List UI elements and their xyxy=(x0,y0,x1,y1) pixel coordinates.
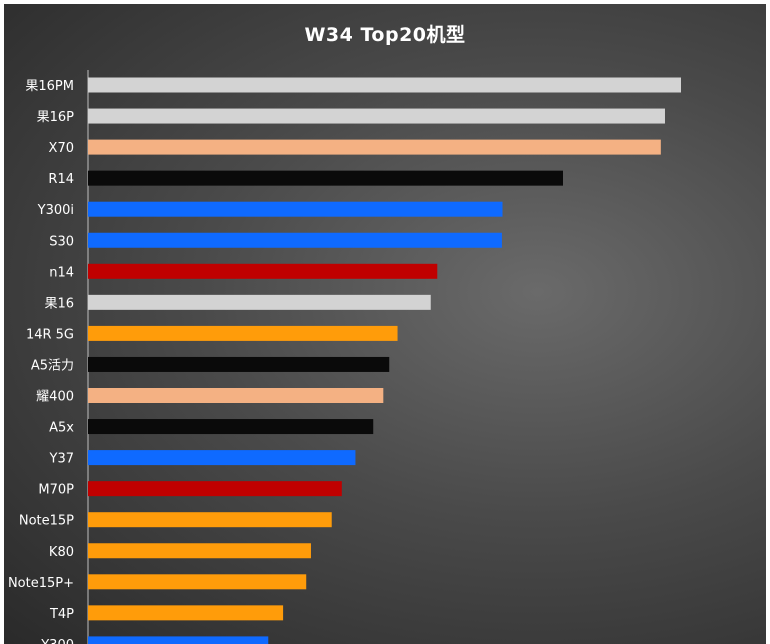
category-label-12: A5x xyxy=(49,421,74,436)
category-label-13: Y37 xyxy=(49,452,74,467)
bar-11 xyxy=(88,388,383,403)
bar-10 xyxy=(88,357,389,372)
category-label-18: T4P xyxy=(49,607,74,622)
category-label-10: A5活力 xyxy=(31,358,74,373)
category-label-9: 14R 5G xyxy=(26,327,74,342)
bar-9 xyxy=(88,326,398,341)
bar-chart: 果16PM 果16P X70 R14 Y300i S30 n14 果16 14R 5G A5活力耀… xyxy=(4,4,766,644)
category-label-4: R14 xyxy=(48,172,74,187)
category-label-16: K80 xyxy=(49,545,74,560)
category-label-11: 耀400 xyxy=(36,390,74,405)
bar-15 xyxy=(88,512,332,527)
bar-4 xyxy=(88,171,563,186)
bar-6 xyxy=(88,233,502,248)
bar-5 xyxy=(88,202,503,217)
bar-14 xyxy=(88,481,342,496)
category-label-6: S30 xyxy=(49,234,74,249)
bar-18 xyxy=(88,605,283,620)
category-label-7: n14 xyxy=(49,265,74,280)
category-label-14: M70P xyxy=(38,483,74,498)
bar-17 xyxy=(88,574,306,589)
bar-13 xyxy=(88,450,355,465)
category-label-3: X70 xyxy=(49,141,74,156)
bar-7 xyxy=(88,264,437,279)
category-label-15: Note15P xyxy=(19,514,74,529)
bars-group xyxy=(88,78,681,644)
category-label-17: Note15P+ xyxy=(8,576,74,591)
category-label-5: Y300i xyxy=(37,203,74,218)
bar-2 xyxy=(88,109,665,124)
category-label-1: 果16PM xyxy=(25,79,74,94)
bar-1 xyxy=(88,78,681,93)
category-labels-group: 果16PM 果16P X70 R14 Y300i S30 n14 果16 14R 5G A5活力耀… xyxy=(8,79,74,644)
bar-3 xyxy=(88,140,661,155)
category-label-8: 果16 xyxy=(44,296,74,311)
bar-16 xyxy=(88,543,311,558)
category-label-2: 果16P xyxy=(37,110,75,125)
bar-8 xyxy=(88,295,431,310)
bar-12 xyxy=(88,419,373,434)
bar-19 xyxy=(88,636,268,644)
